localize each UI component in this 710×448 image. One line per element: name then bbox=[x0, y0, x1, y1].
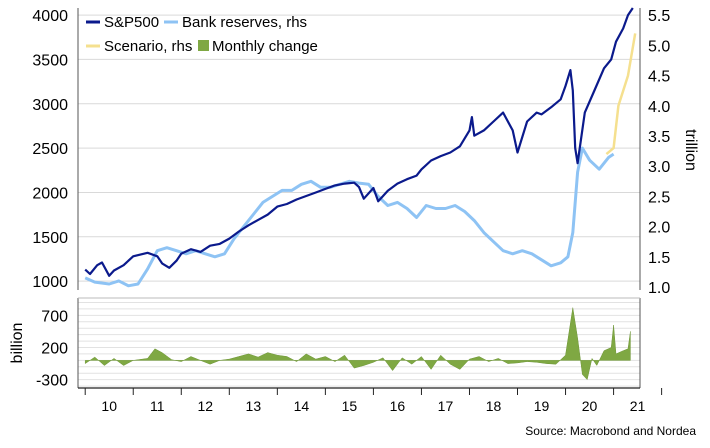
legend-label-bank-reserves: Bank reserves, rhs bbox=[182, 14, 307, 31]
scenario-line bbox=[605, 33, 637, 156]
x-axis: 10 11 12 13 14 15 16 17 18 19 20 21 bbox=[78, 387, 663, 414]
top-left-ticks: 1000 1500 2000 2500 3000 3500 4000 bbox=[32, 8, 68, 291]
monthly-change-area bbox=[84, 307, 631, 381]
legend-item-sp500: S&P500 bbox=[86, 14, 159, 31]
left-tick-label: 1500 bbox=[32, 230, 68, 247]
legend-item-scenario: Scenario, rhs bbox=[86, 38, 192, 55]
x-tick-label: 18 bbox=[486, 398, 502, 414]
right-tick-label: 4.0 bbox=[648, 99, 670, 116]
legend-swatch-monthly-change bbox=[198, 40, 209, 51]
legend-label-monthly-change: Monthly change bbox=[212, 38, 318, 55]
bottom-tick-label: 700 bbox=[41, 308, 68, 325]
bottom-axis-title: billion bbox=[9, 323, 26, 364]
right-axis-title: trillion bbox=[682, 129, 699, 171]
right-tick-label: 1.0 bbox=[648, 280, 670, 297]
x-tick-label: 13 bbox=[246, 398, 262, 414]
top-panel: 1000 1500 2000 2500 3000 3500 4000 1.0 1.5 2.0 2.… bbox=[32, 7, 699, 297]
left-tick-label: 2000 bbox=[32, 185, 68, 202]
legend-item-monthly-change: Monthly change bbox=[198, 38, 318, 55]
bottom-tick-label: -300 bbox=[36, 373, 68, 390]
right-tick-label: 4.5 bbox=[648, 69, 670, 86]
bottom-tick-label: 200 bbox=[41, 341, 68, 358]
right-tick-label: 2.5 bbox=[648, 189, 670, 206]
x-tick-label: 20 bbox=[582, 398, 598, 414]
legend-label-scenario: Scenario, rhs bbox=[104, 38, 192, 55]
left-tick-label: 3500 bbox=[32, 52, 68, 69]
legend-item-bank-reserves: Bank reserves, rhs bbox=[164, 14, 307, 31]
source-note: Source: Macrobond and Nordea bbox=[525, 424, 696, 438]
x-tick-label: 11 bbox=[150, 398, 165, 414]
x-tick-label: 21 bbox=[630, 398, 646, 414]
x-tick-label: 10 bbox=[101, 398, 117, 414]
top-right-ticks: 1.0 1.5 2.0 2.5 3.0 3.5 4.0 4.5 5.0 5.5 bbox=[648, 8, 670, 297]
x-tick-label: 19 bbox=[534, 398, 550, 414]
x-ticks: 10 11 12 13 14 15 16 17 18 19 20 21 bbox=[84, 388, 663, 414]
bottom-panel: 700 200 -300 billion bbox=[9, 297, 641, 390]
legend-label-sp500: S&P500 bbox=[104, 14, 159, 31]
top-grid bbox=[78, 14, 640, 282]
x-tick-label: 12 bbox=[198, 398, 214, 414]
sp500-line bbox=[84, 7, 634, 277]
right-tick-label: 2.0 bbox=[648, 220, 670, 237]
right-tick-label: 5.5 bbox=[648, 8, 670, 25]
bottom-left-ticks: 700 200 -300 bbox=[36, 308, 68, 389]
left-tick-label: 4000 bbox=[32, 8, 68, 25]
right-tick-label: 3.0 bbox=[648, 159, 670, 176]
bottom-grid bbox=[78, 302, 640, 387]
x-tick-label: 15 bbox=[342, 398, 358, 414]
x-tick-label: 16 bbox=[390, 398, 406, 414]
x-tick-label: 14 bbox=[294, 398, 310, 414]
right-tick-label: 3.5 bbox=[648, 129, 670, 146]
left-tick-label: 3000 bbox=[32, 97, 68, 114]
bank-reserves-line bbox=[84, 146, 615, 288]
x-tick-label: 17 bbox=[438, 398, 454, 414]
right-tick-label: 1.5 bbox=[648, 250, 670, 267]
right-tick-label: 5.0 bbox=[648, 38, 670, 55]
legend: S&P500 Bank reserves, rhs Scenario, rhs … bbox=[86, 14, 318, 55]
left-tick-label: 2500 bbox=[32, 141, 68, 158]
left-tick-label: 1000 bbox=[32, 274, 68, 291]
